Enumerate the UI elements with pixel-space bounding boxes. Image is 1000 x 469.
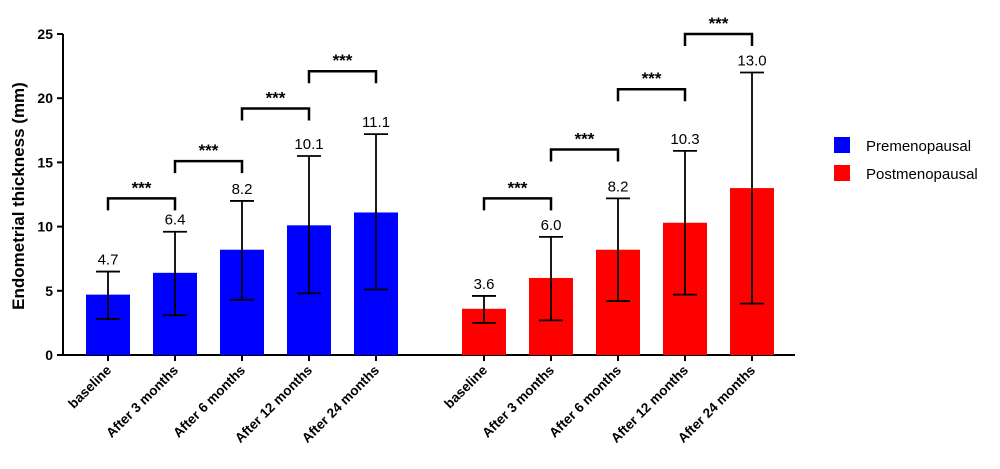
y-tick-label-5: 5 xyxy=(45,283,53,299)
x-tick-label-premenopausal-after-3-months: After 3 months xyxy=(103,363,181,441)
significance-label-4: *** xyxy=(508,178,528,197)
value-label-postmenopausal-after-24-months: 13.0 xyxy=(737,53,766,70)
value-label-postmenopausal-after-3-months: 6.0 xyxy=(541,217,562,234)
y-axis-title: Endometrial thickness (mm) xyxy=(9,82,28,310)
significance-bracket-3 xyxy=(307,69,378,84)
significance-bracket-1 xyxy=(173,159,244,174)
significance-label-2: *** xyxy=(266,88,286,107)
y-tick-label-0: 0 xyxy=(45,347,53,363)
value-label-postmenopausal-after-12-months: 10.3 xyxy=(670,131,699,148)
significance-label-0: *** xyxy=(132,178,152,197)
x-tick-label-postmenopausal-after-3-months: After 3 months xyxy=(479,363,557,441)
x-tick-label-postmenopausal-after-6-months: After 6 months xyxy=(546,363,624,441)
y-tick-label-10: 10 xyxy=(37,219,53,235)
value-label-premenopausal-after-6-months: 8.2 xyxy=(232,181,253,198)
value-label-premenopausal-after-12-months: 10.1 xyxy=(294,136,323,153)
significance-bracket-4 xyxy=(482,197,553,211)
value-label-premenopausal-after-24-months: 11.1 xyxy=(362,114,390,131)
legend: Premenopausal Postmenopausal xyxy=(834,137,978,183)
value-label-premenopausal-after-3-months: 6.4 xyxy=(165,212,186,229)
significance-label-5: *** xyxy=(575,130,595,149)
y-tick-label-20: 20 xyxy=(37,90,53,106)
x-tick-label-premenopausal-baseline: baseline xyxy=(65,362,114,411)
value-label-postmenopausal-after-6-months: 8.2 xyxy=(608,178,629,195)
legend-swatch-premenopausal xyxy=(834,137,850,153)
significance-bracket-2 xyxy=(240,107,311,121)
plot-area: 0 5 10 15 20 25 4.7 baseline 6.4 After 3 months 8.… xyxy=(37,14,795,446)
significance-label-6: *** xyxy=(642,69,662,88)
significance-label-7: *** xyxy=(709,14,729,33)
significance-bracket-5 xyxy=(549,148,620,162)
legend-swatch-postmenopausal xyxy=(834,165,850,181)
value-label-postmenopausal-baseline: 3.6 xyxy=(474,276,495,293)
value-label-premenopausal-baseline: 4.7 xyxy=(98,252,119,269)
significance-label-1: *** xyxy=(199,141,219,160)
significance-bracket-0 xyxy=(106,197,177,211)
x-tick-label-postmenopausal-baseline: baseline xyxy=(441,362,490,411)
y-tick-label-25: 25 xyxy=(37,26,53,42)
significance-bracket-7 xyxy=(683,32,754,46)
legend-label-postmenopausal: Postmenopausal xyxy=(866,166,978,183)
legend-label-premenopausal: Premenopausal xyxy=(866,138,971,155)
x-tick-label-premenopausal-after-6-months: After 6 months xyxy=(170,363,248,441)
significance-label-3: *** xyxy=(333,51,353,70)
y-tick-label-15: 15 xyxy=(37,154,53,170)
significance-bracket-6 xyxy=(616,87,687,102)
